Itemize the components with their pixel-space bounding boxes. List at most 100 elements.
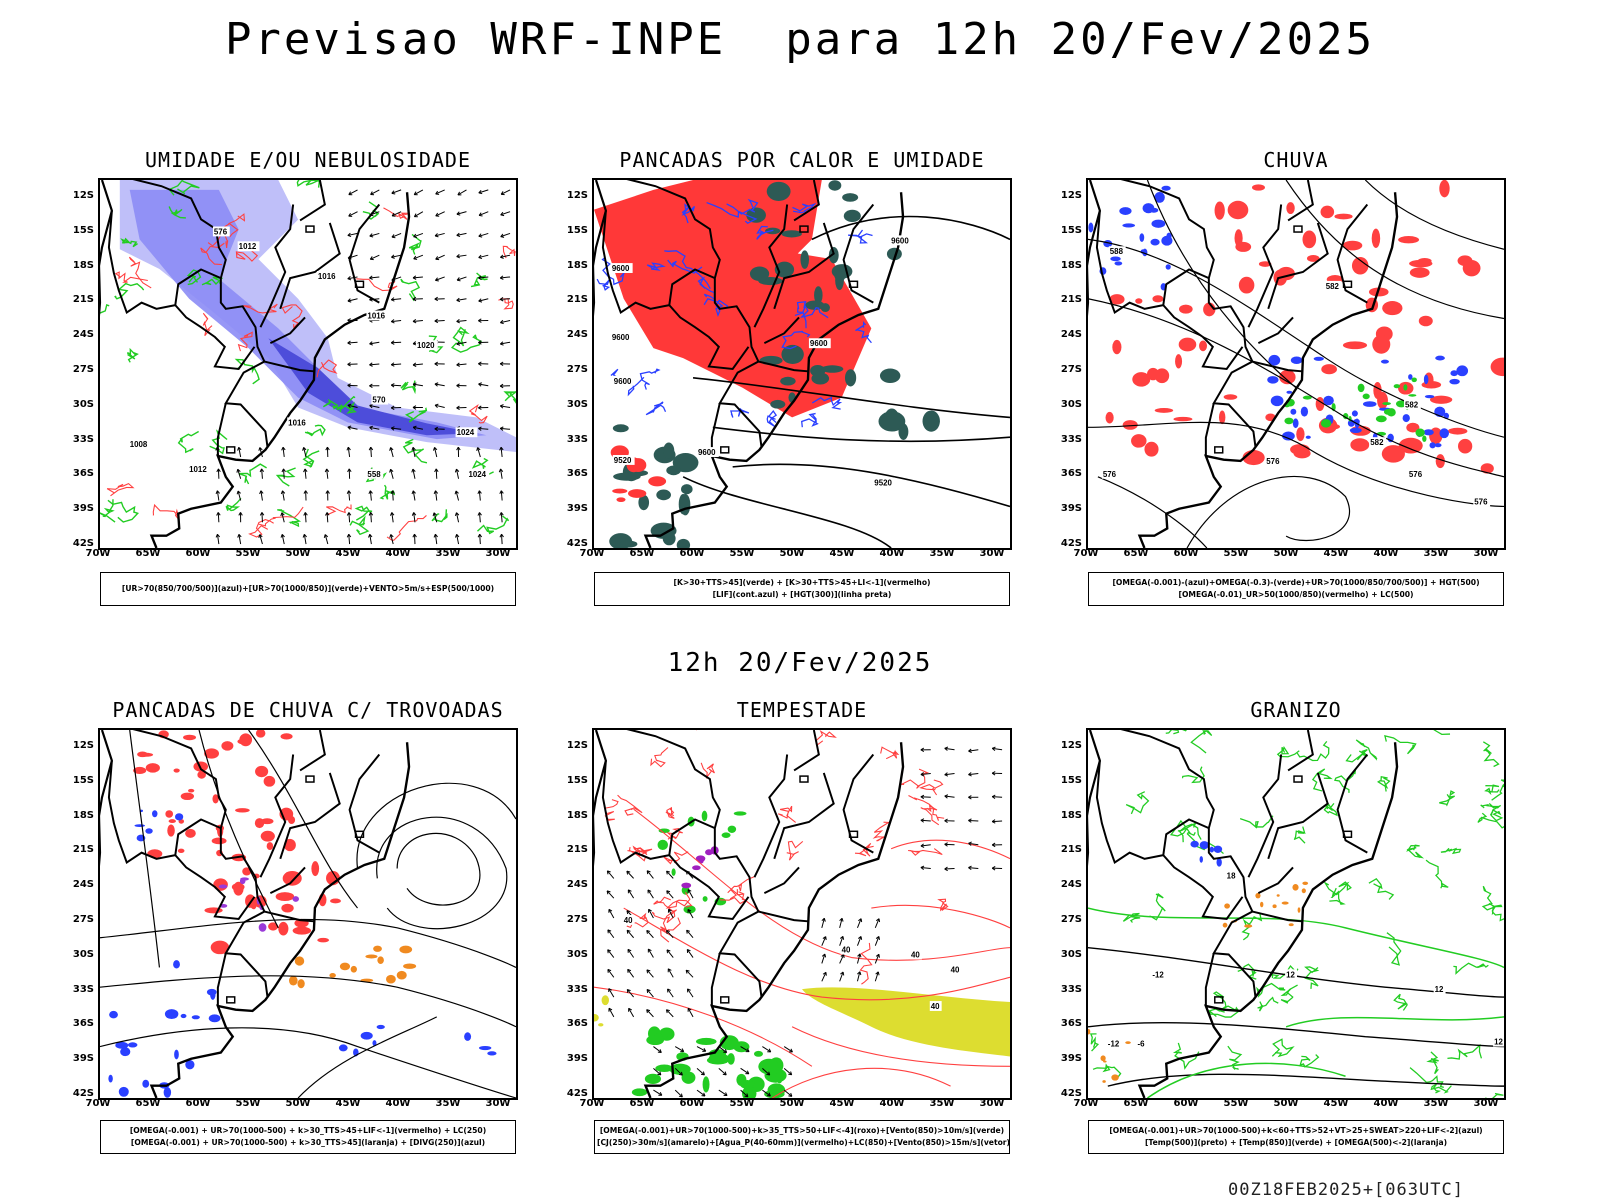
lat-tick-label: 24S: [72, 879, 94, 891]
lon-tick-label: 50W: [285, 548, 311, 559]
forecast-map: 40 40 40 40 40: [592, 728, 1012, 1100]
lon-tick-label: 55W: [235, 548, 261, 559]
lat-tick-label: 30S: [566, 398, 588, 410]
lat-tick-label: 12S: [1060, 190, 1082, 201]
contour-label: 582: [1326, 282, 1340, 291]
lon-tick-label: 30W: [979, 548, 1005, 559]
lon-tick-label: 60W: [185, 548, 211, 559]
contour-label: 1024: [468, 470, 486, 479]
lon-tick-label: 45W: [335, 1098, 361, 1109]
legend-line: [OMEGA(-0.001)+UR>70(1000-500)+k<60+TTS>…: [1109, 1126, 1483, 1135]
lon-tick-label: 70W: [85, 548, 111, 559]
lon-tick-label: 40W: [1373, 548, 1399, 559]
legend-line: [OMEGA(-0.001) + UR>70(1000-500) + k>30_…: [129, 1126, 487, 1135]
lon-tick-label: 35W: [435, 1098, 461, 1109]
lat-tick-label: 30S: [1060, 398, 1082, 410]
panel-legend: [OMEGA(-0.001)-(azul)+OMEGA(-0.3)-(verde…: [1088, 572, 1504, 606]
panel-title: TEMPESTADE: [736, 698, 868, 722]
lat-tick-label: 33S: [566, 983, 588, 995]
lon-tick-label: 35W: [929, 1098, 955, 1109]
lon-tick-label: 55W: [1223, 548, 1249, 559]
panel-legend: [UR>70(850/700/500)](azul)+[UR>70(1000/8…: [100, 572, 516, 606]
lat-tick-label: 15S: [72, 774, 94, 786]
panel-legend: [K>30+TTS>45](verde) + [K>30+TTS>45+LI<-…: [594, 572, 1010, 606]
lat-tick-label: 12S: [72, 190, 94, 201]
lat-tick-label: 24S: [566, 329, 588, 341]
lon-tick-label: 70W: [1073, 1098, 1099, 1109]
lon-tick-label: 30W: [485, 1098, 511, 1109]
lat-tick-label: 36S: [566, 468, 588, 480]
lat-tick-label: 15S: [72, 224, 94, 236]
lon-tick-label: 60W: [679, 548, 705, 559]
lon-tick-label: 45W: [1323, 548, 1349, 559]
lat-tick-label: 42S: [72, 1088, 94, 1099]
lon-tick-label: 65W: [629, 548, 655, 559]
contour-label: 1012: [189, 465, 207, 474]
lat-tick-label: 36S: [72, 468, 94, 480]
lat-tick-label: 33S: [72, 983, 94, 995]
lon-tick-label: 30W: [485, 548, 511, 559]
contour-label: 1012: [239, 242, 257, 251]
forecast-map: -12 -12 -6 12 18 12 12: [1086, 728, 1506, 1100]
contour-label: 1016: [288, 418, 306, 427]
lat-tick-label: 33S: [566, 433, 588, 445]
lon-tick-label: 55W: [1223, 1098, 1249, 1109]
lon-tick-label: 60W: [679, 1098, 705, 1109]
lat-tick-label: 30S: [72, 948, 94, 960]
contour-label: 1008: [130, 440, 148, 449]
lon-tick-label: 40W: [1373, 1098, 1399, 1109]
lon-tick-label: 35W: [1423, 548, 1449, 559]
lat-tick-label: 21S: [1060, 844, 1082, 856]
lon-tick-label: 65W: [1123, 1098, 1149, 1109]
lat-tick-label: 24S: [1060, 329, 1082, 341]
lon-tick-label: 70W: [1073, 548, 1099, 559]
lon-tick-label: 50W: [779, 1098, 805, 1109]
lat-tick-label: 18S: [72, 259, 94, 271]
lat-tick-label: 18S: [1060, 259, 1082, 271]
contour-label: 12: [1435, 985, 1444, 994]
legend-line: [CJ(250)>30m/s](amarelo)+[Agua_P(40-60mm…: [597, 1138, 1011, 1147]
legend-line: [UR>70(850/700/500)](azul)+[UR>70(1000/8…: [121, 584, 495, 593]
lat-tick-label: 39S: [566, 1053, 588, 1065]
map-canvas: 40 40 40 40 40: [594, 730, 1010, 1098]
lon-tick-label: 35W: [435, 548, 461, 559]
lat-tick-label: 33S: [72, 433, 94, 445]
lon-tick-label: 50W: [285, 1098, 311, 1109]
contour-label: 18: [1227, 871, 1236, 880]
lat-tick-label: 39S: [72, 1053, 94, 1065]
lat-tick-label: 27S: [566, 914, 588, 925]
contour-label: 582: [1405, 401, 1419, 410]
lon-tick-label: 40W: [385, 548, 411, 559]
contour-label: -12: [1152, 970, 1164, 979]
legend-line: [OMEGA(-0.001)+UR>70(1000-500)+k>35_TTS>…: [599, 1126, 1005, 1135]
lat-tick-label: 33S: [1060, 983, 1082, 995]
forecast-map: [98, 728, 518, 1100]
lon-tick-label: 40W: [879, 1098, 905, 1109]
forecast-map: 9600 9600 9600 9600 9520 9520 9600 9600: [592, 178, 1012, 550]
map-canvas: -12 -12 -6 12 18 12 12: [1088, 730, 1504, 1098]
lon-tick-label: 70W: [579, 548, 605, 559]
legend-line: [Temp(500)](preto) + [Temp(850)](verde) …: [1144, 1138, 1448, 1147]
lat-tick-label: 42S: [566, 1088, 588, 1099]
lon-tick-label: 50W: [779, 548, 805, 559]
lon-tick-label: 55W: [729, 1098, 755, 1109]
panel-legend: [OMEGA(-0.001)+UR>70(1000-500)+k>35_TTS>…: [594, 1120, 1010, 1154]
contour-label: 1020: [417, 341, 435, 350]
lat-tick-label: 42S: [1060, 1088, 1082, 1099]
lat-tick-label: 33S: [1060, 433, 1082, 445]
lat-tick-label: 39S: [566, 503, 588, 515]
lat-tick-label: 12S: [1060, 740, 1082, 751]
forecast-map: 1012 1016 1016 1020 1024 1024 1008 1012 576 570 55…: [98, 178, 518, 550]
lon-tick-label: 30W: [979, 1098, 1005, 1109]
lat-tick-label: 18S: [1060, 809, 1082, 821]
lat-tick-label: 21S: [72, 844, 94, 856]
lat-tick-label: 27S: [72, 914, 94, 925]
lon-tick-label: 45W: [829, 1098, 855, 1109]
map-canvas: [100, 730, 516, 1098]
lon-tick-label: 65W: [135, 1098, 161, 1109]
lon-tick-label: 60W: [1173, 1098, 1199, 1109]
contour-label: -6: [1138, 1040, 1146, 1049]
panel-title: PANCADAS POR CALOR E UMIDADE: [619, 148, 985, 172]
contour-label: 12: [1494, 1038, 1503, 1047]
lat-tick-label: 15S: [1060, 224, 1082, 236]
